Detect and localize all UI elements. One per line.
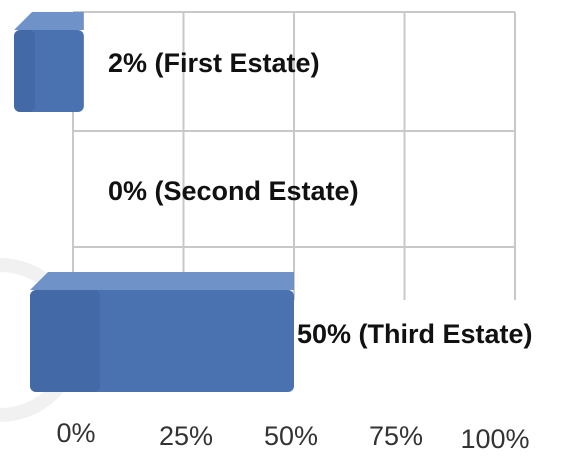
bar-shade [30, 290, 100, 392]
bar-top [14, 12, 84, 30]
bar-front [30, 290, 294, 392]
x-tick-label: 25% [159, 421, 213, 451]
data-label: 2% (First Estate) [108, 48, 320, 78]
data-label: 50% (Third Estate) [297, 319, 533, 349]
bars [14, 12, 294, 392]
grid [72, 11, 516, 300]
bar-shade [14, 30, 35, 112]
x-tick-label: 100% [460, 424, 529, 454]
data-label: 0% (Second Estate) [108, 176, 359, 206]
x-tick-label: 50% [264, 421, 318, 451]
bar-third-estate [30, 272, 294, 392]
bar-top [30, 272, 294, 290]
bar-first-estate [14, 12, 84, 112]
x-axis-ticks: 0% 25% 50% 75% 100% [56, 418, 529, 454]
x-tick-label: 0% [56, 418, 95, 448]
data-labels: 2% (First Estate) 0% (Second Estate) 50% (… [108, 48, 533, 349]
x-tick-label: 75% [369, 421, 423, 451]
bar-front [14, 30, 84, 112]
